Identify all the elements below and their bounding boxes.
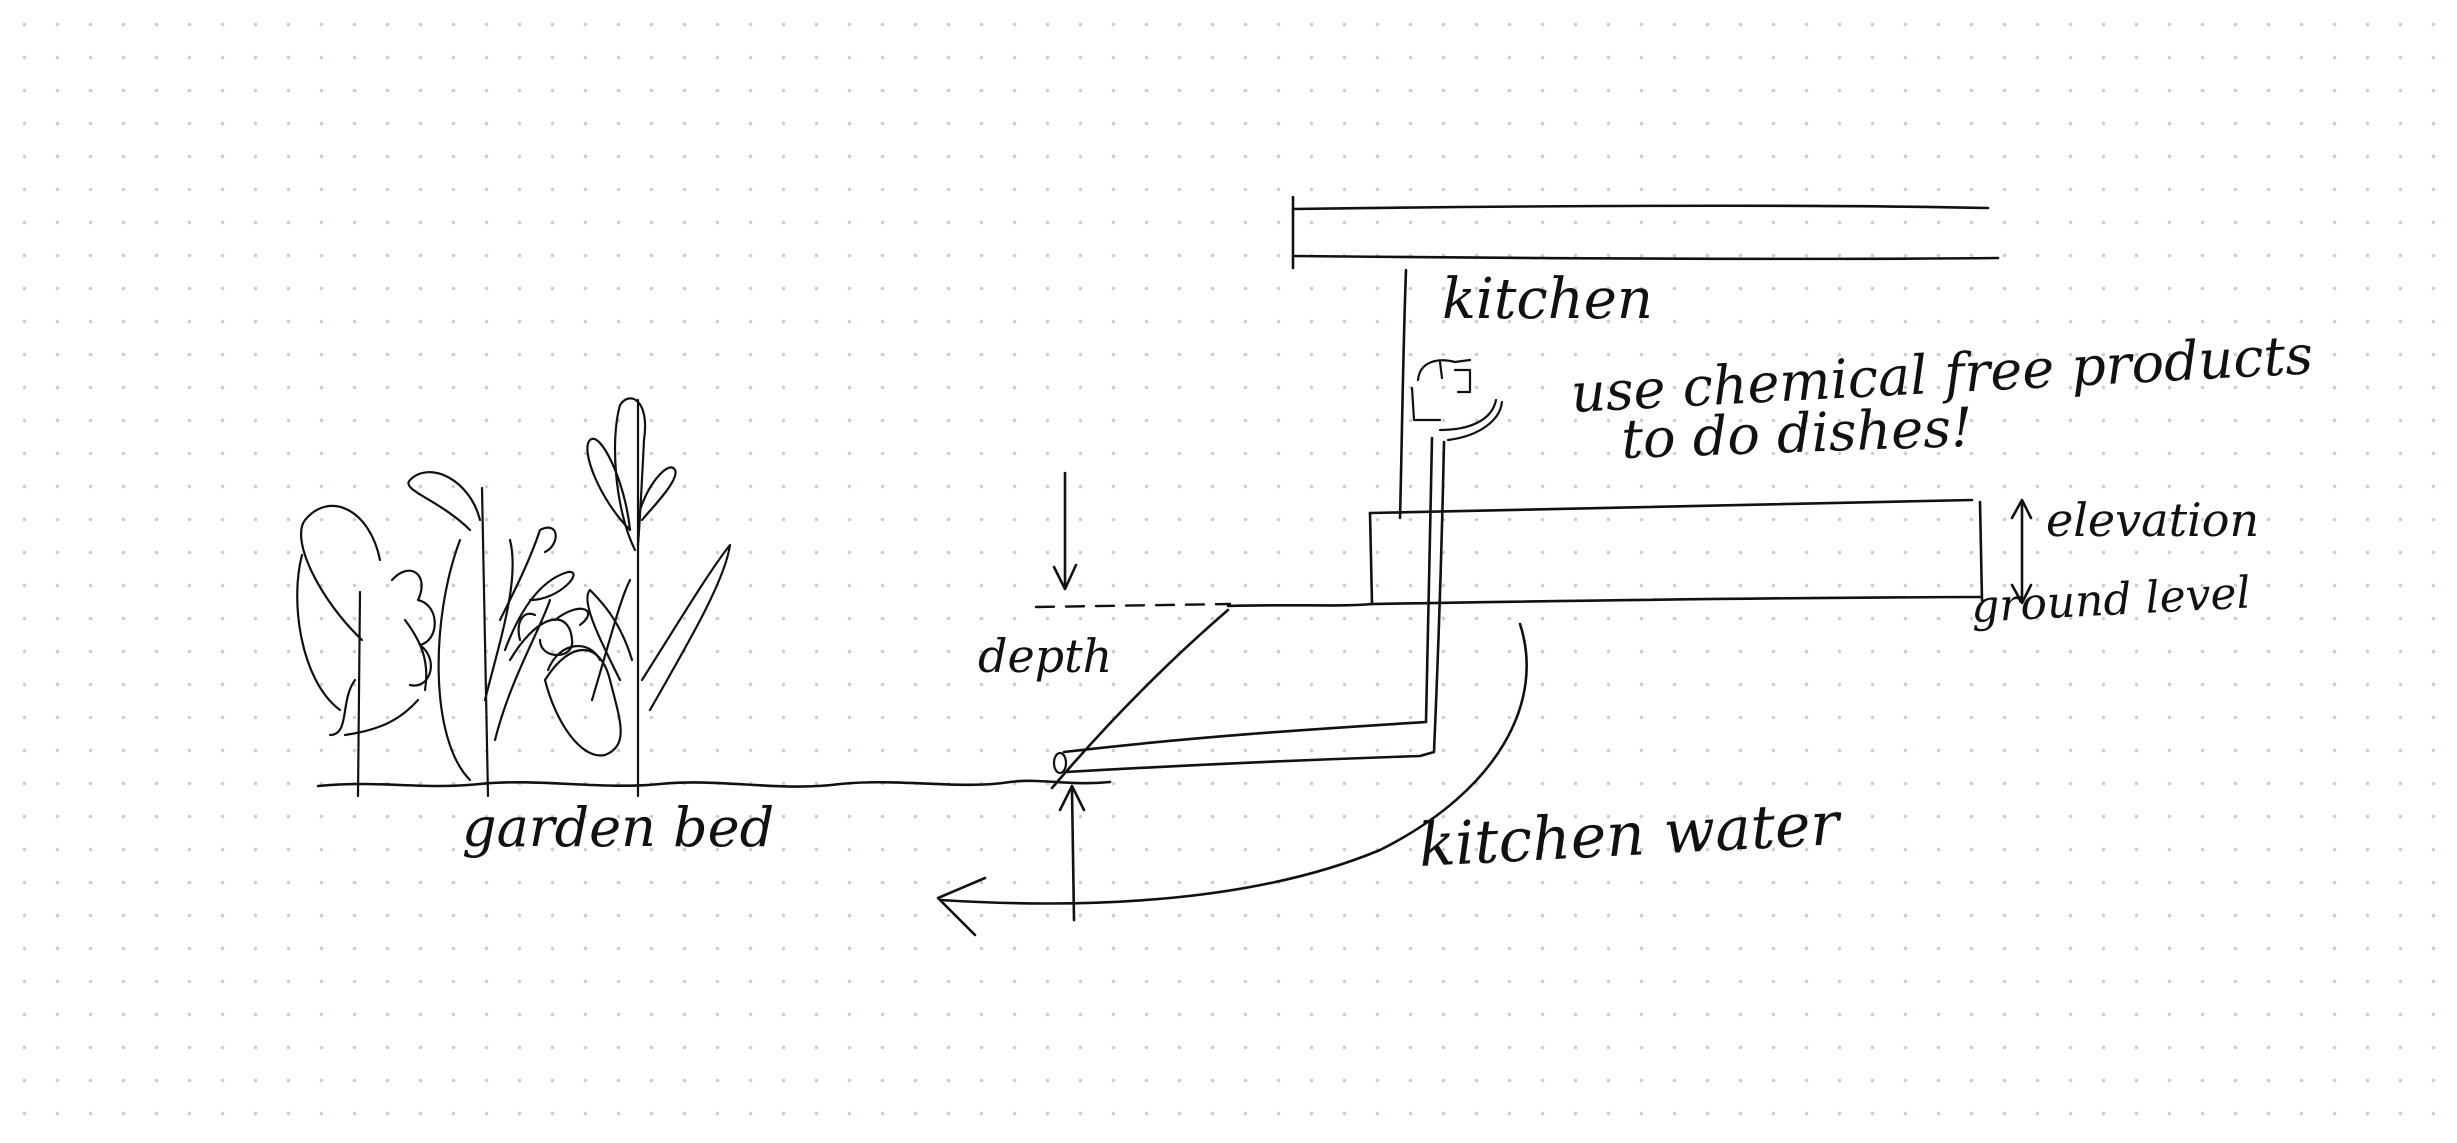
depth-diagonal: [1050, 608, 1230, 790]
kitchen-wall: [1398, 268, 1408, 520]
depth-reference-line: [1034, 602, 1232, 609]
kitchen-floor-slab: [1291, 195, 2000, 270]
label-depth: depth: [978, 629, 1112, 683]
ground-level-line: [1226, 595, 1982, 608]
depth-arrow-down: [1052, 471, 1078, 591]
kitchen-water-flow-arrow: [936, 622, 1528, 937]
drain-pipe: [1052, 436, 1446, 775]
label-note-line2: to do dishes!: [1620, 396, 1973, 471]
elevated-floor: [1368, 498, 1984, 606]
depth-arrow-up: [1058, 784, 1086, 922]
label-kitchen-water: kitchen water: [1417, 789, 1844, 881]
faucet-icon: [1410, 358, 1504, 442]
label-ground-level: ground level: [1970, 567, 2252, 633]
garden-plants: [296, 397, 732, 798]
elevation-arrow: [2010, 498, 2033, 605]
garden-soil-line: [316, 779, 1112, 788]
label-kitchen: kitchen: [1442, 267, 1653, 332]
label-garden-bed: garden bed: [462, 796, 774, 859]
label-elevation: elevation: [2046, 493, 2259, 547]
